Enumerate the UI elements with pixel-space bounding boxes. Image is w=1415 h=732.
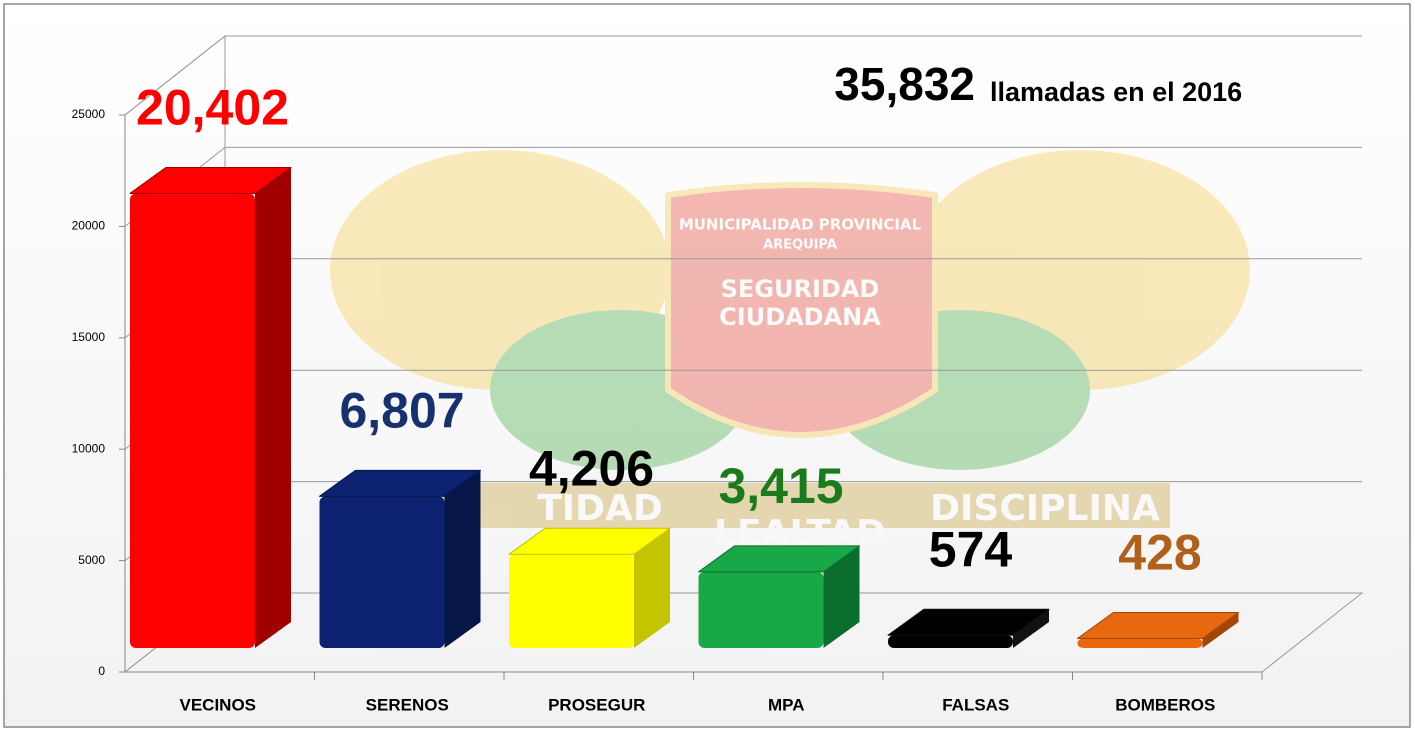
bar-side xyxy=(255,167,291,649)
value-label: 574 xyxy=(929,521,1013,577)
bar-front xyxy=(698,571,824,648)
bar-side xyxy=(1202,612,1239,648)
value-label: 6,807 xyxy=(339,383,464,439)
value-label: 4,206 xyxy=(529,440,654,496)
y-tick-label: 5000 xyxy=(78,553,105,567)
bar xyxy=(508,527,671,648)
x-tick-label: MPA xyxy=(768,695,805,714)
value-label: 3,415 xyxy=(718,458,843,514)
bar xyxy=(1077,611,1239,648)
x-tick-label: VECINOS xyxy=(179,695,256,714)
bar xyxy=(698,545,860,648)
x-tick-label: FALSAS xyxy=(942,695,1009,714)
grid-line xyxy=(124,35,1362,116)
y-tick-label: 0 xyxy=(98,664,105,678)
y-tick-label: 10000 xyxy=(72,441,106,455)
value-label: 428 xyxy=(1118,525,1201,581)
bars: 20,402 6,807 4,206 3,415 574 428 xyxy=(129,80,1239,649)
y-tick-label: 15000 xyxy=(72,330,106,344)
watermark-text: MUNICIPALIDAD PROVINCIAL xyxy=(679,216,922,234)
ribbon xyxy=(350,483,1170,528)
bar-side xyxy=(444,470,481,648)
y-tick-label: 25000 xyxy=(72,107,106,121)
annotation-number: 35,832 xyxy=(834,58,975,110)
bar-side xyxy=(634,528,670,648)
laurel-right xyxy=(830,310,1090,470)
watermark-text: AREQUIPA xyxy=(763,238,837,253)
bar xyxy=(319,469,481,648)
bar-front xyxy=(888,635,1013,648)
watermark: MUNICIPALIDAD PROVINCIAL AREQUIPA SEGURI… xyxy=(330,150,1250,554)
wing-right xyxy=(910,150,1250,390)
bar-front xyxy=(1077,638,1203,648)
bar-front xyxy=(319,496,445,648)
laurel-left xyxy=(490,310,750,470)
watermark-text: CIUDADANA xyxy=(719,303,881,331)
watermark-text: SEGURIDAD xyxy=(721,275,880,303)
bar-front xyxy=(509,554,634,648)
x-tick-label: SERENOS xyxy=(366,695,449,714)
bar-side xyxy=(823,545,860,648)
x-tick-label: PROSEGUR xyxy=(548,695,645,714)
annotation-text: llamadas en el 2016 xyxy=(990,77,1242,107)
bar-side xyxy=(1013,609,1049,648)
bar xyxy=(129,166,292,649)
shield xyxy=(665,182,938,438)
x-tick-label: BOMBEROS xyxy=(1115,695,1215,714)
watermark-text: DISCIPLINA xyxy=(930,488,1160,529)
bar-front xyxy=(130,193,255,649)
value-label: 20,402 xyxy=(136,80,289,136)
watermark-text: TIDAD xyxy=(537,488,663,529)
bar xyxy=(887,608,1050,648)
y-tick-label: 20000 xyxy=(72,219,106,233)
wing-left xyxy=(330,150,670,390)
